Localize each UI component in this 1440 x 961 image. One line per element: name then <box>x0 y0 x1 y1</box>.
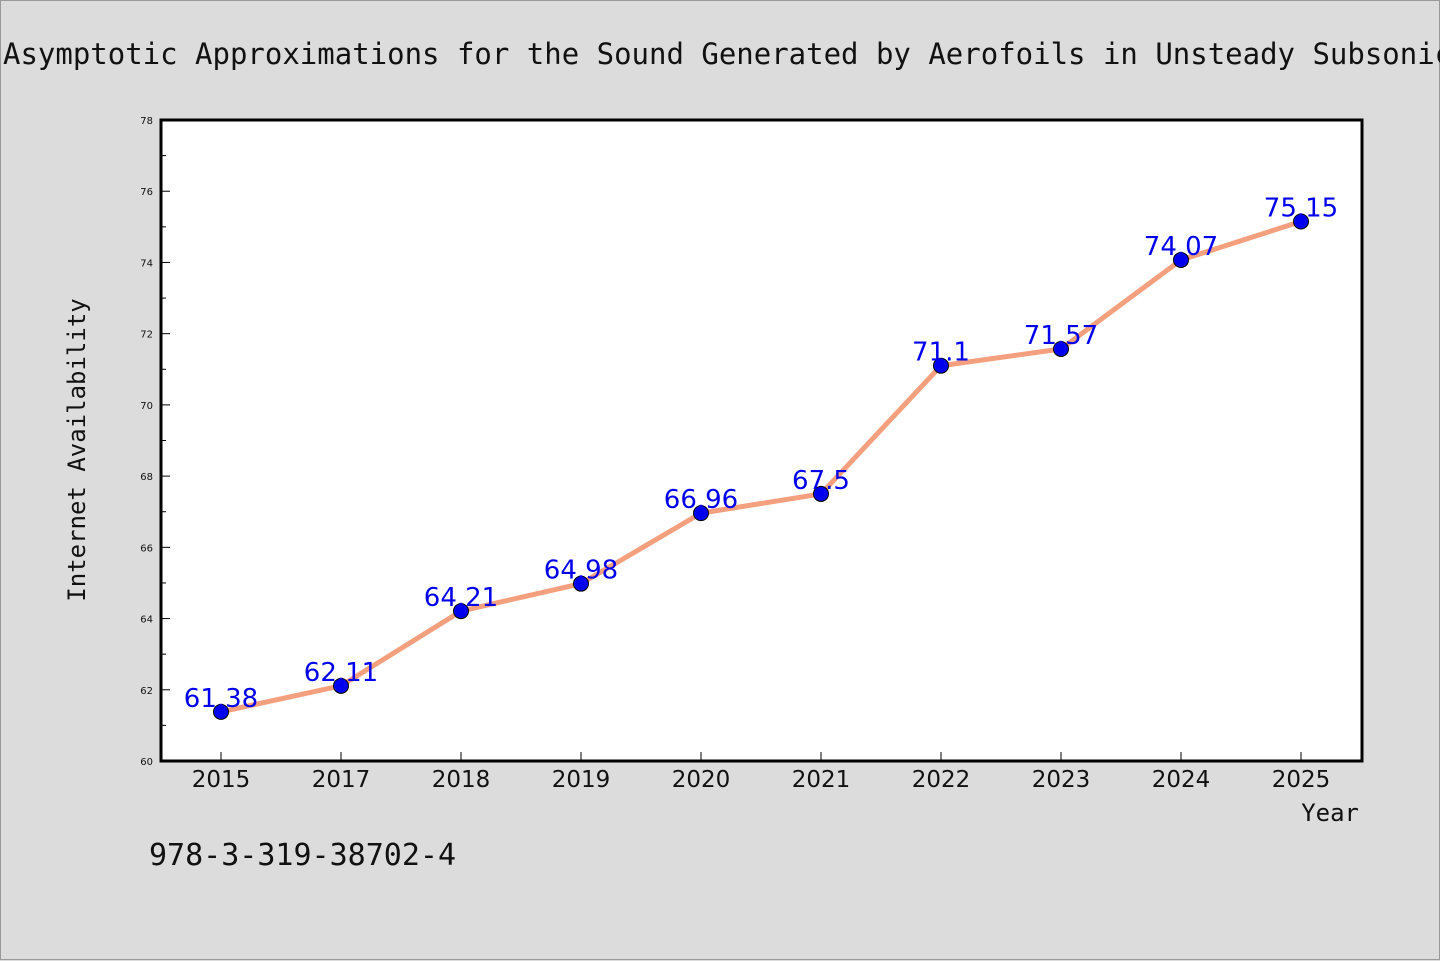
data-point <box>573 575 589 592</box>
x-tick-label: 2017 <box>312 767 371 793</box>
data-label: 71.1 <box>912 338 970 368</box>
x-axis: 2015 2017 2018 2019 2020 2021 2022 2023 2024 2025 <box>192 752 1331 793</box>
y-tick-label: 64 <box>140 615 153 626</box>
data-point <box>333 677 349 694</box>
data-point <box>813 485 829 502</box>
x-tick-label: 2019 <box>552 767 611 793</box>
data-label: 67.5 <box>792 466 850 496</box>
x-tick-label: 2018 <box>432 767 491 793</box>
x-tick-label: 2015 <box>192 767 251 793</box>
data-label: 71.57 <box>1024 321 1098 351</box>
data-point <box>933 357 949 374</box>
y-tick-label: 74 <box>140 258 153 269</box>
series-line <box>218 218 1304 715</box>
data-label: 62.11 <box>304 658 378 688</box>
data-label: 61.38 <box>184 684 258 714</box>
chart-title: Asymptotic Approximations for the Sound … <box>3 37 1440 71</box>
x-tick-label: 2022 <box>912 767 971 793</box>
data-label: 66.96 <box>664 485 738 515</box>
data-label: 64.21 <box>424 583 498 613</box>
data-point <box>1293 213 1309 230</box>
y-axis-label: Internet Availability <box>63 298 91 601</box>
data-point <box>453 603 469 620</box>
data-point <box>693 505 709 522</box>
y-tick-label: 66 <box>140 543 153 554</box>
x-tick-label: 2024 <box>1152 767 1211 793</box>
plot-area <box>161 120 1362 761</box>
isbn-annotation: 978-3-319-38702-4 <box>149 838 456 873</box>
x-tick-label: 2025 <box>1272 767 1331 793</box>
y-tick-label: 78 <box>140 116 153 127</box>
series-layer: 61.38 62.11 64.21 64.98 66.96 67.5 71.1 71.57 74… <box>184 193 1338 720</box>
y-tick-label: 70 <box>140 401 153 412</box>
data-label: 64.98 <box>544 556 618 586</box>
x-tick-label: 2021 <box>792 767 851 793</box>
x-tick-label: 2023 <box>1032 767 1091 793</box>
y-tick-label: 62 <box>140 686 153 697</box>
y-tick-label: 72 <box>140 330 153 341</box>
data-point <box>213 703 229 720</box>
x-axis-label: Year <box>1301 799 1359 827</box>
x-tick-label: 2020 <box>672 767 731 793</box>
plot-frame <box>159 118 1364 763</box>
y-tick-label: 68 <box>140 472 153 483</box>
data-point <box>1053 340 1069 357</box>
data-point <box>1173 251 1189 268</box>
y-tick-label: 60 <box>140 757 153 768</box>
data-label: 74.07 <box>1144 232 1218 262</box>
y-tick-label: 76 <box>140 187 153 198</box>
data-label: 75.15 <box>1264 193 1338 223</box>
